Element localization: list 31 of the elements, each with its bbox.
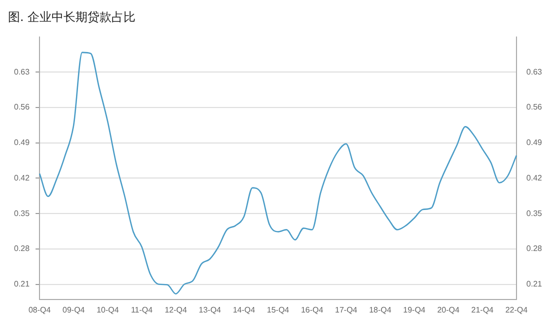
x-tick-label: 18-Q4 [369, 305, 392, 314]
x-tick-label: 10-Q4 [96, 305, 120, 314]
y-tick-label: 0.28 [14, 244, 30, 254]
x-tick-label: 19-Q4 [403, 305, 426, 314]
y2-tick-label: 0.49 [526, 138, 543, 148]
x-tick-label: 21-Q4 [471, 305, 494, 314]
y2-tick-label: 0.35 [526, 208, 543, 218]
y2-tick-label: 0.56 [526, 102, 543, 112]
y-tick-label: 0.42 [14, 173, 30, 182]
line-series [38, 52, 518, 294]
x-tick-label: 17-Q4 [335, 305, 358, 314]
y2-tick-label: 0.28 [526, 244, 543, 254]
y2-tick-label: 0.63 [526, 67, 543, 76]
x-tick-label: 09-Q4 [62, 305, 86, 314]
x-tick-label: 15-Q4 [266, 305, 290, 314]
x-tick-label: 20-Q4 [437, 305, 460, 314]
chart-title: 图. 企业中长期贷款占比 [8, 9, 137, 26]
x-tick-label: 12-Q4 [164, 305, 188, 314]
x-tick-label: 13-Q4 [198, 305, 222, 314]
x-tick-label: 11-Q4 [130, 305, 154, 314]
x-tick-label: 16-Q4 [300, 305, 324, 314]
y-tick-label: 0.56 [14, 102, 30, 112]
y2-tick-label: 0.42 [526, 173, 543, 182]
y-tick-label: 0.21 [14, 279, 30, 288]
x-tick-label: 08-Q4 [28, 305, 52, 314]
y-tick-label: 0.49 [14, 138, 30, 148]
y2-tick-label: 0.21 [526, 279, 543, 288]
y-tick-label: 0.63 [14, 67, 30, 76]
x-tick-label: 22-Q4 [505, 305, 528, 314]
y-tick-label: 0.35 [14, 208, 30, 218]
x-tick-label: 14-Q4 [232, 305, 256, 314]
